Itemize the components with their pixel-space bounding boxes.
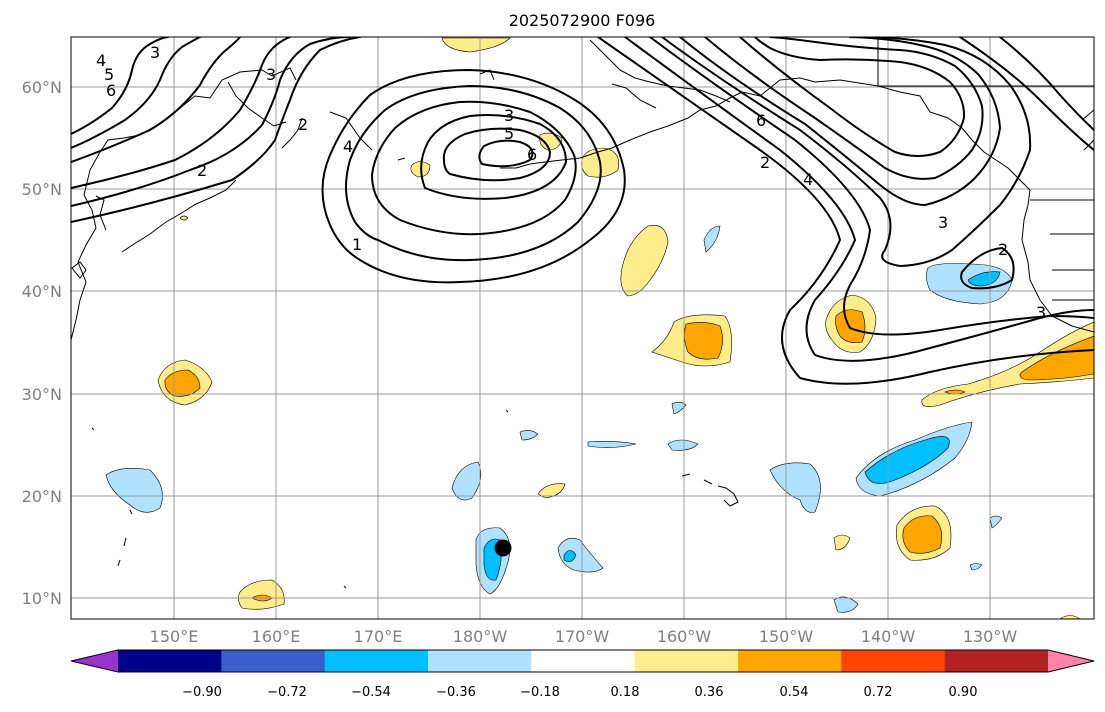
colorbar-segment [944, 650, 1049, 672]
contour-label: 2 [197, 161, 207, 180]
contour-label: 2 [298, 115, 308, 134]
contour-label: 5 [104, 65, 114, 84]
graticule [71, 37, 1094, 619]
lat-label: 30°N [22, 385, 62, 404]
colorbar-tick-label: −0.36 [436, 685, 476, 700]
lon-label: 150°W [759, 627, 814, 646]
contour-label: 3 [150, 43, 160, 62]
colorbar-segment [324, 650, 429, 672]
lat-label: 40°N [22, 282, 62, 301]
lat-label: 50°N [22, 180, 62, 199]
contour-label: 4 [96, 51, 106, 70]
colorbar-extend-high [1048, 650, 1094, 672]
contour-label: 3 [938, 213, 948, 232]
colorbar-segment [634, 650, 739, 672]
map-frame [70, 36, 1095, 620]
lon-label: 160°E [252, 627, 301, 646]
negative-anomaly-fill [105, 225, 1013, 613]
colorbar-segment [118, 650, 222, 672]
colorbar-labels: −0.90 −0.72 −0.54 −0.36 −0.18 0.18 0.36 … [182, 685, 977, 700]
latitude-labels: 60°N 50°N 40°N 30°N 20°N 10°N [22, 78, 62, 608]
lon-label: 160°W [657, 627, 712, 646]
contour-labels: 3 4 5 6 2 1 3 5 6 4 2 3 6 4 2 3 2 3 [96, 43, 1046, 322]
contour-label: 1 [352, 235, 362, 254]
lon-label: 150°E [150, 627, 199, 646]
colorbar-tick-label: −0.90 [182, 685, 222, 700]
colorbar-segment [841, 650, 946, 672]
colorbar-segment [738, 650, 842, 672]
contour-label: 6 [756, 111, 766, 130]
colorbar-segment [428, 650, 532, 672]
contour-label: 5 [504, 124, 514, 143]
positive-anomaly-fill [157, 37, 1094, 619]
colorbar-tick-label: 0.54 [780, 685, 809, 700]
colorbar-tick-label: −0.54 [351, 685, 391, 700]
contour-label: 2 [760, 153, 770, 172]
contour-label: 3 [1036, 303, 1046, 322]
colorbar [70, 649, 1095, 673]
lon-label: 130°W [963, 627, 1018, 646]
colorbar-tick-label: 0.18 [611, 685, 640, 700]
colorbar-tick-label: 0.36 [695, 685, 724, 700]
lat-label: 60°N [22, 78, 62, 97]
lon-label: 170°E [354, 627, 403, 646]
contour-label: 4 [803, 170, 813, 189]
contour-lines [71, 37, 1094, 385]
contour-label: 3 [266, 65, 276, 84]
colorbar-segment [531, 650, 636, 672]
contour-label: 2 [998, 240, 1008, 259]
contour-label: 6 [106, 81, 116, 100]
longitude-labels: 150°E 160°E 170°E 180°W 170°W 160°W 150°… [150, 627, 1018, 646]
map-title: 2025072900 F096 [509, 11, 656, 30]
colorbar-tick-label: 0.72 [864, 685, 893, 700]
colorbar-tick-label: 0.90 [949, 685, 978, 700]
colorbar-outline [70, 649, 1095, 673]
lon-label: 180°W [453, 627, 508, 646]
colorbar-segment [221, 650, 326, 672]
colorbar-tick-label: −0.18 [520, 685, 560, 700]
contour-label: 3 [504, 106, 514, 125]
colorbar-extend-low [71, 650, 118, 672]
lon-label: 140°W [861, 627, 916, 646]
lat-label: 10°N [22, 589, 62, 608]
contour-label: 6 [527, 145, 537, 164]
map-area: 3 4 5 6 2 1 3 5 6 4 2 3 6 4 2 3 2 3 [71, 37, 1094, 619]
contour-label: 4 [343, 137, 353, 156]
storm-position-marker [494, 539, 512, 557]
lat-label: 20°N [22, 487, 62, 506]
colorbar-tick-label: −0.72 [267, 685, 307, 700]
lon-label: 170°W [555, 627, 610, 646]
